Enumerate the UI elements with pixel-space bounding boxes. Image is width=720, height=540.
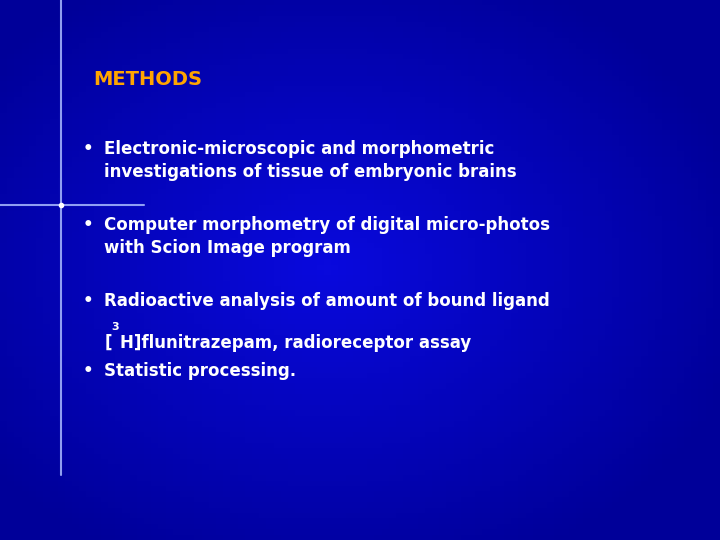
Text: •: • [83, 140, 94, 158]
Text: H]flunitrazepam, radioreceptor assay: H]flunitrazepam, radioreceptor assay [120, 334, 472, 352]
Text: •: • [83, 362, 94, 380]
Text: Radioactive analysis of amount of bound ligand: Radioactive analysis of amount of bound … [104, 292, 550, 309]
Text: METHODS: METHODS [94, 70, 202, 89]
Text: [: [ [104, 334, 112, 352]
Text: Statistic processing.: Statistic processing. [104, 362, 297, 380]
Text: •: • [83, 292, 94, 309]
Text: Computer morphometry of digital micro-photos
with Scion Image program: Computer morphometry of digital micro-ph… [104, 216, 550, 257]
Text: 3: 3 [112, 322, 120, 332]
Text: Electronic-microscopic and morphometric
investigations of tissue of embryonic br: Electronic-microscopic and morphometric … [104, 140, 517, 181]
Text: •: • [83, 216, 94, 234]
